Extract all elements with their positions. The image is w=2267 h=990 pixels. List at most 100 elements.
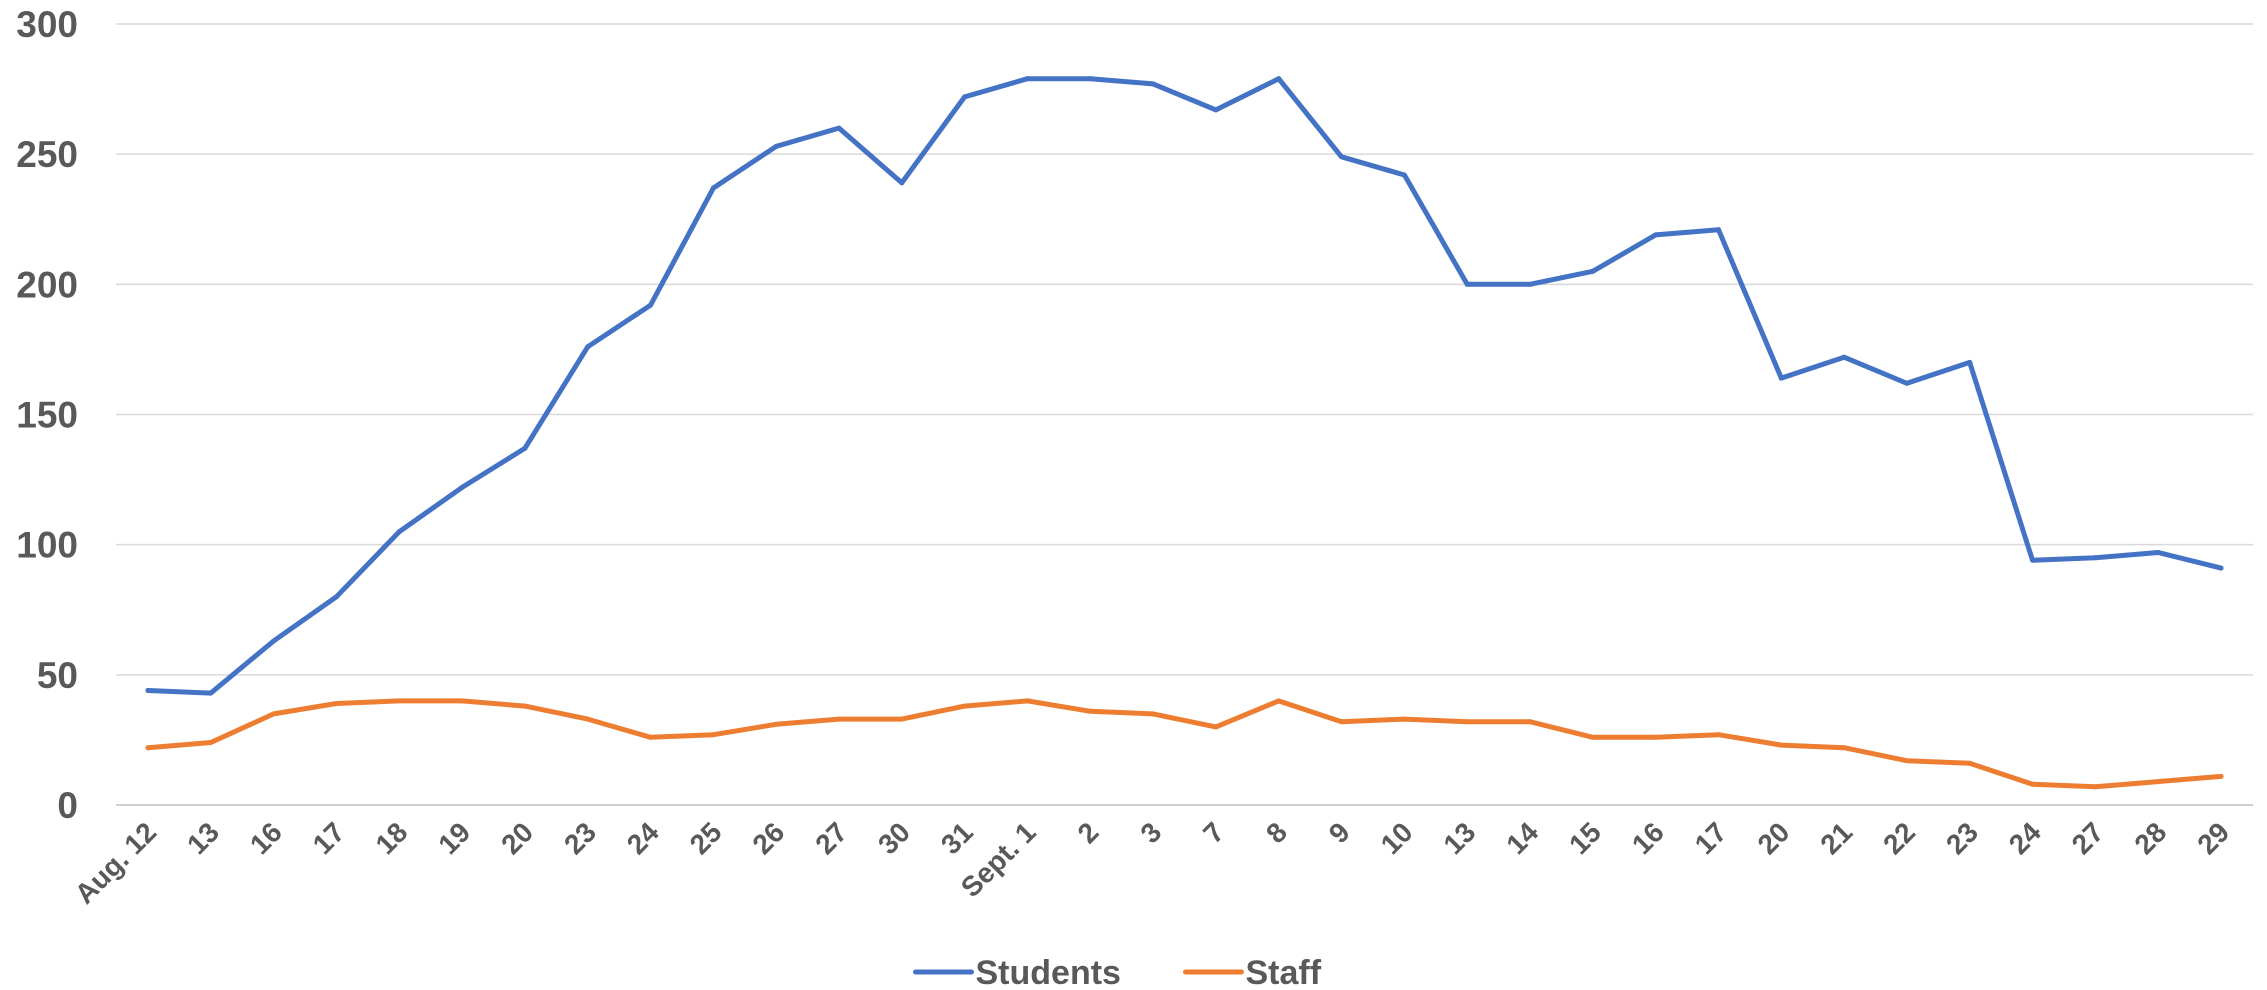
data-point-staff: [1213, 724, 1219, 730]
data-point-students: [710, 185, 716, 191]
data-point-staff: [522, 703, 528, 709]
data-point-staff: [145, 745, 151, 751]
data-point-staff: [2218, 773, 2224, 779]
data-point-students: [2218, 565, 2224, 571]
y-tick-label: 100: [16, 525, 78, 566]
series-line-staff: [145, 698, 2224, 790]
data-point-students: [145, 687, 151, 693]
data-point-staff: [1715, 732, 1721, 738]
data-point-students: [522, 445, 528, 451]
x-tick-label: 7: [1197, 816, 1230, 849]
x-tick-label: 17: [307, 816, 351, 860]
data-point-staff: [1276, 698, 1282, 704]
data-point-students: [899, 180, 905, 186]
x-tick-label: 30: [872, 816, 916, 860]
x-tick-label: 14: [1500, 816, 1544, 860]
data-point-staff: [271, 711, 277, 717]
data-point-students: [773, 143, 779, 149]
data-point-students: [1150, 81, 1156, 87]
x-tick-label: 13: [1437, 816, 1481, 860]
x-tick-label: 8: [1260, 816, 1293, 849]
data-point-students: [208, 690, 214, 696]
x-tick-label: 2: [1072, 816, 1105, 849]
data-point-students: [1778, 375, 1784, 381]
data-point-students: [962, 94, 968, 100]
data-point-students: [2155, 549, 2161, 555]
x-tick-label: 31: [935, 816, 979, 860]
data-point-students: [1590, 268, 1596, 274]
data-point-students: [1841, 354, 1847, 360]
x-tick-label: 26: [746, 816, 790, 860]
x-tick-label: 3: [1134, 816, 1167, 849]
series-line-students: [145, 76, 2224, 696]
data-point-staff: [1527, 719, 1533, 725]
series-lines: [145, 76, 2224, 790]
x-tick-label: 13: [181, 816, 225, 860]
data-point-staff: [1401, 716, 1407, 722]
x-tick-label: 27: [2066, 816, 2110, 860]
x-tick-label: 29: [2191, 816, 2235, 860]
data-point-staff: [1841, 745, 1847, 751]
data-point-students: [396, 529, 402, 535]
data-point-staff: [1150, 711, 1156, 717]
data-point-students: [459, 484, 465, 490]
data-point-students: [1339, 154, 1345, 160]
data-point-staff: [1024, 698, 1030, 704]
data-point-students: [1464, 281, 1470, 287]
data-point-students: [2092, 555, 2098, 561]
x-tick-label: Aug. 12: [69, 816, 162, 909]
legend-label-students: Students: [976, 954, 1121, 990]
x-tick-label: 17: [1689, 816, 1733, 860]
x-tick-label: 23: [558, 816, 602, 860]
x-tick-label: 25: [684, 816, 728, 860]
x-tick-label: 18: [370, 816, 414, 860]
data-point-staff: [648, 734, 654, 740]
x-tick-label: 16: [1626, 816, 1670, 860]
gridlines: [116, 23, 2253, 806]
x-tick-label: 22: [1877, 816, 1921, 860]
data-point-staff: [1339, 719, 1345, 725]
data-point-students: [1024, 76, 1030, 82]
data-point-students: [1715, 227, 1721, 233]
x-tick-label: 23: [1940, 816, 1984, 860]
data-point-staff: [2092, 784, 2098, 790]
data-point-staff: [710, 732, 716, 738]
data-point-staff: [1653, 734, 1659, 740]
data-point-staff: [1087, 708, 1093, 714]
data-point-students: [585, 344, 591, 350]
data-point-staff: [1904, 758, 1910, 764]
x-tick-label: 16: [244, 816, 288, 860]
data-point-staff: [962, 703, 968, 709]
y-tick-label: 300: [16, 4, 78, 45]
legend-label-staff: Staff: [1246, 954, 1322, 990]
data-point-students: [836, 125, 842, 131]
data-point-students: [648, 302, 654, 308]
data-point-students: [1967, 359, 1973, 365]
x-tick-label: 27: [809, 816, 853, 860]
data-point-staff: [1778, 742, 1784, 748]
data-point-students: [1401, 172, 1407, 178]
data-point-students: [1527, 281, 1533, 287]
data-point-staff: [2155, 779, 2161, 785]
x-tick-label: 10: [1375, 816, 1419, 860]
y-tick-label: 50: [37, 655, 78, 696]
data-point-staff: [585, 716, 591, 722]
data-point-students: [1653, 232, 1659, 238]
data-point-students: [271, 638, 277, 644]
data-point-staff: [333, 700, 339, 706]
data-point-students: [2030, 557, 2036, 563]
x-tick-label: 20: [495, 816, 539, 860]
data-point-staff: [1590, 734, 1596, 740]
data-point-staff: [899, 716, 905, 722]
data-point-staff: [1967, 760, 1973, 766]
x-tick-label: 15: [1563, 816, 1607, 860]
data-point-staff: [459, 698, 465, 704]
data-point-students: [1213, 107, 1219, 113]
data-point-students: [1904, 380, 1910, 386]
data-point-students: [1087, 76, 1093, 82]
data-point-students: [1276, 76, 1282, 82]
legend: Students Staff: [913, 954, 1322, 990]
data-point-staff: [208, 740, 214, 746]
